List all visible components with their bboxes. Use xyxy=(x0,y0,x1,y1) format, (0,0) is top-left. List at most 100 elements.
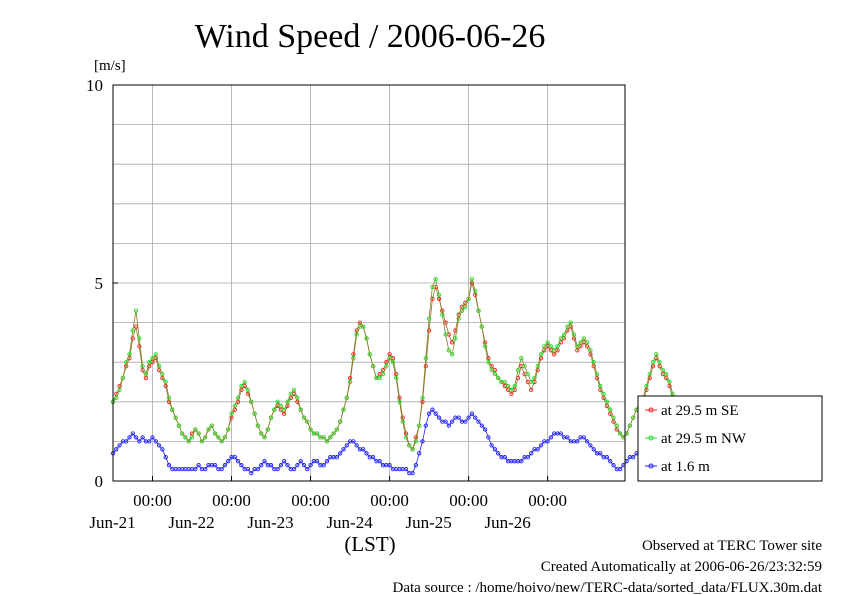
data-point xyxy=(403,466,409,472)
data-point xyxy=(127,435,132,440)
data-point xyxy=(594,375,600,381)
data-point xyxy=(357,320,363,325)
data-point xyxy=(664,371,669,377)
data-point xyxy=(173,415,178,420)
data-point xyxy=(361,447,366,452)
data-point xyxy=(229,411,234,416)
data-point xyxy=(525,455,531,460)
data-point xyxy=(387,463,392,468)
footer-site: Observed at TERC Tower site xyxy=(642,538,822,554)
data-point xyxy=(278,403,284,408)
data-point xyxy=(403,435,409,440)
data-point xyxy=(509,387,514,393)
data-point xyxy=(147,360,152,365)
data-point xyxy=(617,466,623,472)
data-point xyxy=(351,356,356,361)
data-point xyxy=(654,352,659,357)
data-point xyxy=(344,395,349,400)
data-point xyxy=(571,336,577,341)
data-point xyxy=(278,463,284,468)
data-point xyxy=(124,360,129,365)
data-point xyxy=(538,356,544,361)
data-point xyxy=(137,344,142,349)
data-point xyxy=(449,340,455,345)
x-tick-time: 00:00 xyxy=(370,491,409,510)
data-point xyxy=(463,304,468,309)
data-point xyxy=(347,379,353,385)
data-point xyxy=(387,352,392,357)
data-point xyxy=(370,455,376,460)
x-tick-date: Jun-22 xyxy=(168,513,214,532)
data-point xyxy=(219,466,224,472)
data-point xyxy=(334,427,340,432)
data-point xyxy=(140,364,145,369)
series-1 xyxy=(110,280,685,452)
data-point xyxy=(262,435,267,440)
data-point xyxy=(469,276,475,282)
data-point xyxy=(486,360,491,365)
data-point xyxy=(486,435,491,440)
data-point xyxy=(153,439,158,444)
data-point xyxy=(631,415,636,420)
data-point xyxy=(446,348,451,353)
data-point xyxy=(598,383,603,389)
data-point xyxy=(114,447,119,452)
data-point xyxy=(308,427,313,432)
data-point xyxy=(476,308,481,313)
data-point xyxy=(502,455,507,460)
x-tick-time: 00:00 xyxy=(133,491,172,510)
data-point xyxy=(591,360,596,365)
data-point xyxy=(232,455,237,460)
chart-title: Wind Speed / 2006-06-26 xyxy=(195,18,546,55)
data-point xyxy=(403,431,409,436)
legend-box xyxy=(637,395,823,482)
data-point xyxy=(644,383,649,389)
data-point xyxy=(130,431,135,436)
data-point xyxy=(611,463,616,468)
data-point xyxy=(420,395,425,400)
data-point xyxy=(245,391,251,397)
data-point xyxy=(140,435,145,440)
data-point xyxy=(291,466,297,472)
data-point xyxy=(426,316,432,321)
data-point xyxy=(255,466,261,472)
x-tick-date: Jun-25 xyxy=(405,513,451,532)
data-point xyxy=(647,371,652,377)
y-tick-label: 10 xyxy=(86,76,103,95)
data-point xyxy=(529,379,534,385)
data-point xyxy=(249,470,254,476)
data-point xyxy=(331,431,336,436)
data-point xyxy=(166,395,172,400)
x-axis-label: (LST) xyxy=(344,532,395,556)
data-point xyxy=(611,415,616,420)
data-point xyxy=(120,375,126,381)
data-point xyxy=(538,352,544,357)
data-point xyxy=(295,395,300,400)
data-point xyxy=(163,383,168,389)
data-point xyxy=(114,395,119,400)
x-tick-labels: 00:00 Jun-21 00:00 Jun-22 00:00 Jun-23 00:00 Ju… xyxy=(89,476,567,532)
data-point xyxy=(380,371,386,377)
data-point xyxy=(594,371,600,377)
data-point xyxy=(143,375,149,381)
series-line xyxy=(112,277,683,451)
data-point xyxy=(571,332,577,337)
y-tick-labels: 0 5 10 xyxy=(86,76,118,491)
data-point xyxy=(581,435,586,440)
data-point xyxy=(575,344,580,349)
data-point xyxy=(591,364,596,369)
data-point xyxy=(548,435,554,440)
data-point xyxy=(321,435,326,440)
data-point xyxy=(456,316,461,321)
data-point xyxy=(482,427,488,432)
data-point xyxy=(130,328,135,333)
data-point xyxy=(305,419,310,424)
data-point xyxy=(565,435,570,440)
data-point xyxy=(179,431,185,436)
data-point xyxy=(578,340,583,345)
data-point xyxy=(384,364,389,369)
data-point xyxy=(535,447,540,452)
data-point xyxy=(489,367,494,373)
data-point xyxy=(351,439,356,444)
data-point xyxy=(117,387,122,393)
